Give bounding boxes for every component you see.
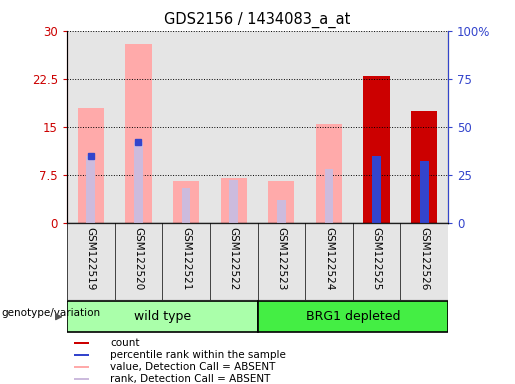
- Bar: [364, 76, 390, 223]
- Bar: [74, 354, 89, 356]
- Bar: [258, 223, 305, 300]
- Bar: [210, 31, 258, 223]
- Bar: [182, 188, 191, 223]
- Bar: [305, 31, 353, 223]
- Bar: [353, 31, 401, 223]
- Text: count: count: [110, 338, 140, 348]
- Bar: [401, 223, 448, 300]
- Bar: [134, 142, 143, 223]
- Text: BRG1 depleted: BRG1 depleted: [305, 310, 400, 323]
- Text: wild type: wild type: [134, 310, 191, 323]
- Bar: [353, 223, 401, 300]
- FancyBboxPatch shape: [258, 301, 448, 332]
- Text: genotype/variation: genotype/variation: [2, 308, 100, 318]
- Title: GDS2156 / 1434083_a_at: GDS2156 / 1434083_a_at: [164, 12, 351, 28]
- Bar: [324, 169, 333, 223]
- Bar: [87, 156, 95, 223]
- Bar: [173, 181, 199, 223]
- Bar: [162, 223, 210, 300]
- Bar: [268, 181, 295, 223]
- Bar: [67, 31, 115, 223]
- Bar: [258, 31, 305, 223]
- Bar: [277, 200, 286, 223]
- Bar: [411, 111, 437, 223]
- Bar: [67, 223, 115, 300]
- Bar: [74, 366, 89, 368]
- Text: GSM122522: GSM122522: [229, 227, 238, 290]
- Bar: [420, 161, 428, 223]
- Text: GSM122523: GSM122523: [277, 227, 286, 290]
- Bar: [401, 31, 448, 223]
- Bar: [78, 108, 104, 223]
- Text: GSM122520: GSM122520: [133, 227, 143, 290]
- Bar: [305, 223, 353, 300]
- Bar: [220, 178, 247, 223]
- Bar: [316, 124, 342, 223]
- Bar: [125, 43, 151, 223]
- Text: GSM122521: GSM122521: [181, 227, 191, 290]
- Text: value, Detection Call = ABSENT: value, Detection Call = ABSENT: [110, 362, 276, 372]
- Bar: [229, 180, 238, 223]
- Bar: [162, 31, 210, 223]
- Bar: [114, 31, 162, 223]
- Bar: [114, 223, 162, 300]
- Text: percentile rank within the sample: percentile rank within the sample: [110, 350, 286, 360]
- Text: GSM122524: GSM122524: [324, 227, 334, 290]
- Text: GSM122525: GSM122525: [372, 227, 382, 290]
- Bar: [210, 223, 258, 300]
- Text: GSM122519: GSM122519: [86, 227, 96, 290]
- Text: GSM122526: GSM122526: [419, 227, 429, 290]
- Text: rank, Detection Call = ABSENT: rank, Detection Call = ABSENT: [110, 374, 271, 384]
- Bar: [74, 342, 89, 344]
- Bar: [372, 156, 381, 223]
- Bar: [74, 377, 89, 381]
- FancyBboxPatch shape: [67, 301, 258, 332]
